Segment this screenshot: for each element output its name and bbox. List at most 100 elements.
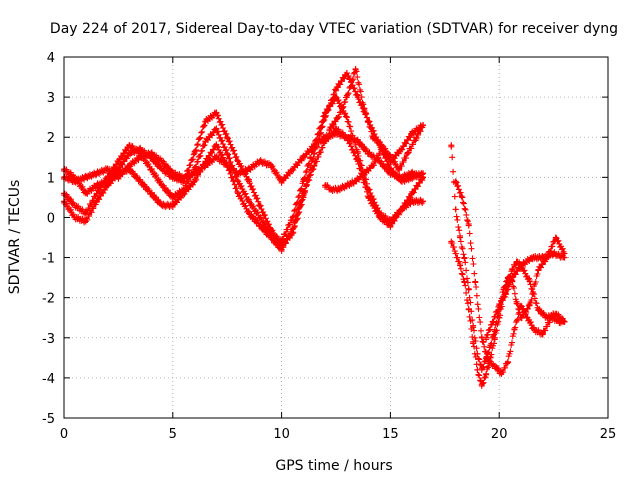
y-tick-label: 2 bbox=[47, 131, 55, 146]
data-point bbox=[517, 262, 524, 269]
data-point bbox=[235, 190, 242, 197]
data-point bbox=[509, 266, 516, 273]
series-track-10 bbox=[483, 249, 568, 343]
data-point bbox=[202, 138, 209, 145]
data-point bbox=[539, 254, 546, 261]
data-point bbox=[365, 194, 372, 201]
y-tick-label: 4 bbox=[47, 51, 55, 66]
data-point bbox=[483, 370, 490, 377]
data-point bbox=[180, 190, 187, 197]
data-point bbox=[528, 254, 535, 261]
x-tick-label: 15 bbox=[382, 427, 399, 442]
data-point bbox=[82, 218, 89, 225]
data-point bbox=[126, 162, 133, 169]
y-tick-label: 3 bbox=[47, 91, 55, 106]
data-point bbox=[539, 330, 546, 337]
series-track-9 bbox=[452, 178, 568, 377]
data-point bbox=[343, 94, 350, 101]
data-point bbox=[191, 150, 198, 157]
data-point bbox=[513, 298, 520, 305]
data-point bbox=[148, 190, 155, 197]
data-point bbox=[502, 290, 509, 297]
y-axis-label: SDTVAR / TECUs bbox=[7, 180, 23, 295]
data-point bbox=[361, 106, 368, 113]
data-point bbox=[180, 174, 187, 181]
data-point bbox=[478, 382, 485, 389]
data-point bbox=[82, 190, 89, 197]
data-point bbox=[526, 278, 533, 285]
data-point bbox=[224, 150, 231, 157]
data-point bbox=[365, 150, 372, 157]
data-point bbox=[378, 146, 385, 153]
data-point bbox=[448, 238, 455, 245]
data-point bbox=[491, 334, 498, 341]
data-point bbox=[169, 170, 176, 177]
data-point bbox=[531, 326, 538, 333]
x-tick-label: 20 bbox=[491, 427, 508, 442]
data-point bbox=[213, 126, 220, 133]
data-point bbox=[457, 262, 464, 269]
data-point bbox=[93, 198, 100, 205]
data-point bbox=[245, 210, 252, 217]
data-point bbox=[489, 318, 496, 325]
data-point bbox=[82, 174, 89, 181]
data-point bbox=[398, 178, 405, 185]
y-tick-label: -4 bbox=[42, 372, 55, 387]
data-point bbox=[398, 146, 405, 153]
data-point bbox=[71, 178, 78, 185]
x-tick-label: 0 bbox=[60, 427, 68, 442]
y-tick-label: -2 bbox=[42, 292, 55, 307]
data-point bbox=[202, 118, 209, 125]
data-point bbox=[561, 254, 568, 261]
data-point bbox=[517, 314, 524, 321]
chart-title: Day 224 of 2017, Sidereal Day-to-day VTE… bbox=[50, 21, 618, 37]
data-point bbox=[235, 170, 242, 177]
data-point bbox=[104, 182, 111, 189]
data-point bbox=[420, 198, 427, 205]
data-point bbox=[224, 162, 231, 169]
data-point bbox=[461, 278, 468, 285]
data-point bbox=[300, 154, 307, 161]
data-point bbox=[245, 166, 252, 173]
data-point bbox=[326, 126, 333, 133]
data-point bbox=[552, 310, 559, 317]
data-point bbox=[256, 202, 263, 209]
data-point bbox=[289, 166, 296, 173]
data-point bbox=[420, 170, 427, 177]
x-tick-label: 25 bbox=[600, 427, 617, 442]
data-point bbox=[213, 154, 220, 161]
data-point bbox=[322, 182, 329, 189]
data-point bbox=[524, 314, 531, 321]
data-point bbox=[409, 190, 416, 197]
data-point bbox=[517, 302, 524, 309]
data-point bbox=[465, 306, 472, 313]
data-point bbox=[498, 370, 505, 377]
data-point bbox=[496, 302, 503, 309]
x-tick-label: 10 bbox=[273, 427, 290, 442]
data-point bbox=[93, 170, 100, 177]
data-point bbox=[409, 198, 416, 205]
data-point bbox=[213, 110, 220, 117]
y-tick-label: -1 bbox=[42, 252, 55, 267]
data-point bbox=[158, 182, 165, 189]
series-track-6 bbox=[322, 144, 427, 194]
data-point bbox=[474, 366, 481, 373]
data-point bbox=[552, 234, 559, 241]
data-point bbox=[413, 134, 420, 141]
data-point bbox=[224, 134, 231, 141]
data-point bbox=[322, 110, 329, 117]
y-tick-label: -5 bbox=[42, 412, 55, 427]
data-point bbox=[104, 174, 111, 181]
data-point bbox=[511, 326, 518, 333]
data-point bbox=[535, 306, 542, 313]
data-point bbox=[409, 130, 416, 137]
x-tick-label: 5 bbox=[169, 427, 177, 442]
data-point bbox=[343, 70, 350, 77]
data-point bbox=[452, 206, 459, 213]
data-point bbox=[191, 178, 198, 185]
data-point bbox=[202, 162, 209, 169]
data-point bbox=[420, 122, 427, 129]
y-tick-label: 0 bbox=[47, 211, 55, 226]
data-point bbox=[465, 286, 472, 293]
